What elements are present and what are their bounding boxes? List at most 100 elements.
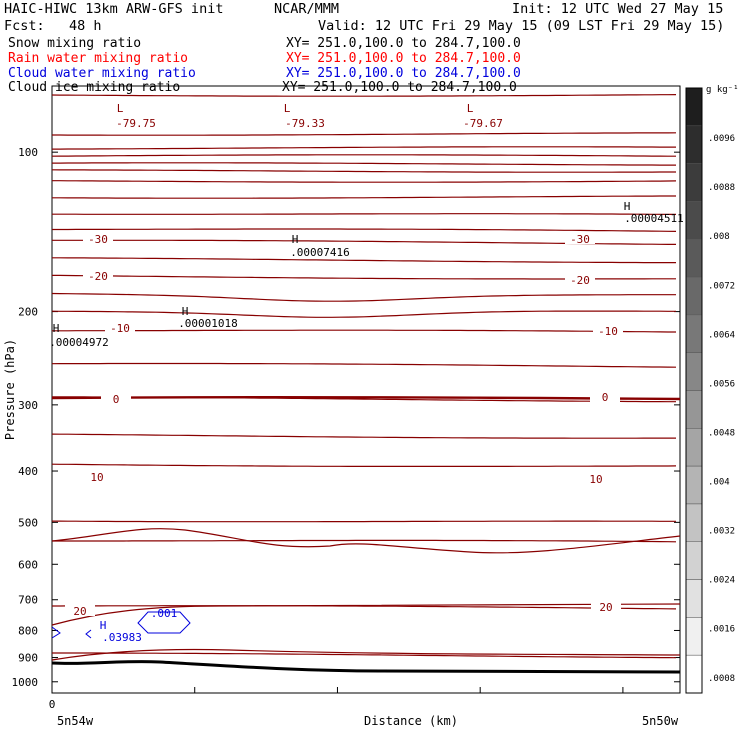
cloud-water-contour-edge — [51, 626, 61, 639]
colorbar-tick-label: .0064 — [708, 330, 735, 340]
colorbar-tick-label: .0016 — [708, 625, 735, 635]
contour-label-bg — [101, 392, 131, 404]
contour-label: -30 — [570, 233, 590, 246]
extremum-value: -79.67 — [463, 117, 503, 130]
temperature-contour — [52, 195, 676, 199]
colorbar-tick-label: .0056 — [708, 379, 735, 389]
colorbar-tick-label: .0008 — [708, 674, 735, 684]
colorbar-segment — [685, 314, 703, 353]
temperature-contour — [51, 310, 676, 318]
contour-label: -10 — [598, 325, 618, 338]
contour-label: 10 — [90, 471, 103, 484]
contour-label-bg — [82, 470, 112, 482]
contour-label-bg — [565, 232, 595, 244]
y-tick-label: 500 — [18, 516, 38, 529]
contour-label-bg — [565, 273, 595, 285]
colorbar-segment — [685, 654, 703, 694]
contour-label: 0 — [113, 393, 120, 406]
contour-label-bg — [65, 604, 95, 616]
field-cloudwater-xy: XY= 251.0,100.0 to 284.7,100.0 — [286, 66, 521, 81]
colorbar-tick-label: .0024 — [708, 576, 735, 586]
colorbar-tick-label: .008 — [708, 232, 730, 242]
field-snow-name: Snow mixing ratio — [8, 36, 142, 51]
temperature-contour — [52, 652, 677, 659]
valid-time: Valid: 12 UTC Fri 29 May 15 (09 LST Fri … — [318, 18, 725, 34]
temperature-contour — [51, 463, 677, 467]
forecast-hour: Fcst: 48 h — [4, 18, 102, 34]
colorbar-segment — [685, 579, 703, 618]
cloud-water-contour-small — [85, 629, 92, 639]
model-title: HAIC-HIWC 13km ARW-GFS init — [4, 1, 224, 17]
colorbar-segment — [685, 125, 703, 164]
extremum-value: -79.75 — [116, 117, 156, 130]
temperature-contour-wavy — [51, 528, 681, 554]
y-tick-label: 700 — [18, 594, 38, 607]
extremum-mark: L — [467, 102, 474, 115]
terrain-line — [51, 660, 681, 674]
contour-label: 20 — [73, 605, 86, 618]
extremum-value: .00004511 — [624, 212, 684, 225]
extremum-mark: H — [100, 619, 107, 632]
contour-label: 20 — [599, 601, 612, 614]
y-tick-label: 100 — [18, 146, 38, 159]
temperature-contour — [52, 132, 677, 136]
extremum-mark: L — [284, 102, 291, 115]
field-cloudwater-name: Cloud water mixing ratio — [8, 66, 196, 81]
temperature-contour — [52, 520, 676, 523]
temperature-contour — [51, 362, 677, 368]
contour-label: 10 — [589, 473, 602, 486]
contour-label-bg — [83, 269, 113, 281]
extremum-mark: H — [292, 233, 299, 246]
temperature-contour — [52, 213, 676, 215]
contour-label-bg — [591, 600, 621, 612]
cloud-water-contour — [137, 611, 191, 634]
colorbar-tick-label: .0088 — [708, 183, 735, 193]
extremum-value: .00007416 — [290, 246, 350, 259]
extremum-value: -79.33 — [285, 117, 325, 130]
extremum-mark: L — [117, 102, 124, 115]
init-time: Init: 12 UTC Wed 27 May 15 — [512, 1, 724, 17]
temperature-contour-20 — [51, 603, 681, 626]
colorbar-tick-label: .0096 — [708, 134, 735, 144]
colorbar-segment — [685, 428, 703, 467]
extremum-value: .00004972 — [49, 336, 109, 349]
y-tick-label: 900 — [18, 652, 38, 665]
colorbar-segment — [685, 503, 703, 542]
field-rain-name: Rain water mixing ratio — [8, 51, 189, 66]
y-tick-label: 1000 — [12, 676, 39, 689]
colorbar-segment — [685, 276, 703, 316]
extremum-value: .00001018 — [178, 317, 238, 330]
temperature-contour — [52, 162, 676, 166]
temperature-contour — [51, 169, 676, 173]
temperature-contour — [52, 329, 676, 333]
y-tick-label: 300 — [18, 399, 38, 412]
contour-label-bg — [105, 321, 135, 333]
contour-label: -20 — [88, 270, 108, 283]
colorbar-tick-label: .0072 — [708, 281, 735, 291]
y-tick-label: 200 — [18, 306, 38, 319]
x-start-tick-label: 0 — [49, 698, 56, 711]
contour-label-bg — [581, 472, 611, 484]
temperature-contour — [52, 539, 677, 543]
extremum-mark: H — [53, 322, 60, 335]
colorbar-tick-label: .0048 — [708, 428, 735, 438]
contour-label: -20 — [570, 274, 590, 287]
colorbar-segment — [685, 239, 703, 278]
colorbar-tick-label: .004 — [708, 478, 730, 488]
y-tick-label: 800 — [18, 624, 38, 637]
contour-label-bg — [590, 390, 620, 402]
colorbar-segment — [685, 352, 703, 391]
contour-label: -10 — [110, 322, 130, 335]
field-cloudice-xy: XY= 251.0,100.0 to 284.7,100.0 — [282, 80, 517, 95]
cloud-water-contour-label: .001 — [151, 607, 178, 620]
field-rain-xy: XY= 251.0,100.0 to 284.7,100.0 — [286, 51, 521, 66]
temperature-contour — [51, 94, 677, 97]
temperature-contour — [52, 605, 677, 610]
colorbar-segment — [685, 87, 703, 127]
colorbar-segment — [685, 541, 703, 580]
contour-label-bg — [593, 324, 623, 336]
y-tick-label: 400 — [18, 465, 38, 478]
temperature-contour — [51, 433, 676, 439]
y-tick-label: 600 — [18, 558, 38, 571]
